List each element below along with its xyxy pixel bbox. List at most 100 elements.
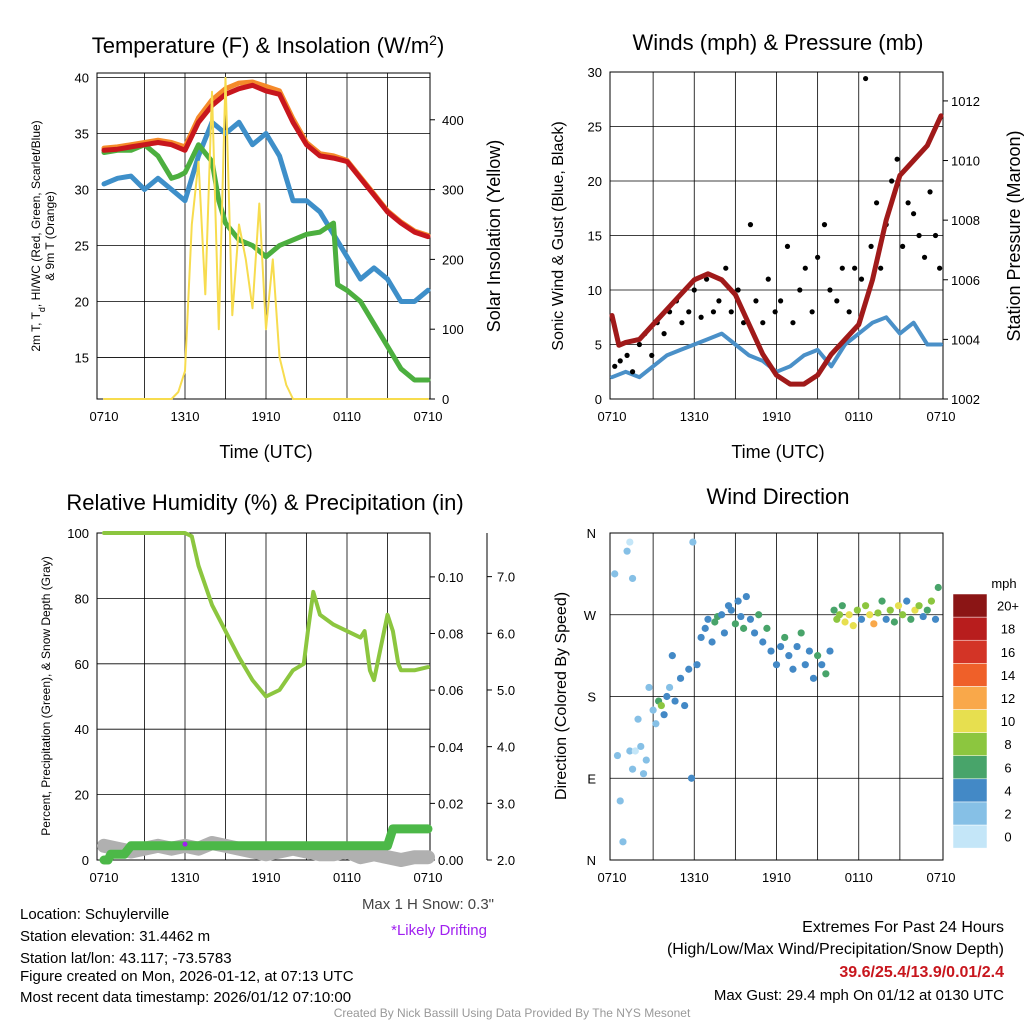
y-tick-label: 60 (75, 657, 89, 672)
y-tick-label: 15 (588, 229, 602, 244)
x-tick-label: 1310 (171, 870, 200, 885)
wind-direction-point (639, 770, 648, 778)
credit-text: Created By Nick Bassill Using Data Provi… (333, 1006, 691, 1020)
colorbar-tick-label: 12 (1001, 691, 1015, 706)
wind-direction-point (894, 602, 903, 610)
y-tick-label: 10 (588, 283, 602, 298)
chart-title: Relative Humidity (%) & Precipitation (i… (66, 490, 463, 515)
gust-point (873, 200, 880, 206)
wind-direction-point (797, 629, 805, 637)
series-td-green- (101, 142, 431, 383)
wind-direction-point (740, 624, 748, 632)
x-tick-label: 0710 (90, 870, 119, 885)
colorbar-swatch (952, 686, 988, 710)
gust-point (815, 254, 821, 260)
y2-tick-label: 1004 (951, 332, 980, 347)
x-tick-label: 0710 (598, 409, 627, 424)
y-tick-label: 30 (588, 65, 602, 80)
wind-direction-point (903, 597, 911, 605)
likely-drifting-text: *Likely Drifting (391, 922, 487, 939)
y3-tick-label: 2.0 (497, 853, 515, 868)
title-end: ) (437, 33, 444, 58)
wind-direction-point (899, 611, 907, 619)
x-tick-label: 0710 (414, 409, 443, 424)
gust-point (778, 298, 784, 304)
wind-direction-point (874, 609, 882, 617)
wind-direction-point (805, 647, 814, 655)
series-wc-blue- (101, 119, 431, 304)
y-label-subscript: d (37, 307, 47, 312)
y3-tick-label: 7.0 (497, 570, 515, 585)
y3-tick-label: 6.0 (497, 626, 515, 641)
wind-direction-point (931, 615, 940, 623)
wind-direction-point (660, 711, 668, 719)
colorbar-swatch (952, 593, 988, 618)
elevation-text: Station elevation: 31.4462 m (20, 928, 211, 945)
max-snow-text: Max 1 H Snow: 0.3" (361, 896, 494, 913)
wind-direction-point (652, 720, 660, 728)
wind-direction-point (826, 647, 834, 655)
wind-direction-point (613, 751, 622, 760)
gust-point (698, 314, 704, 320)
wind-direction-point (663, 692, 671, 701)
wind-direction-point (642, 756, 650, 764)
wind-direction-point (697, 633, 705, 642)
y2-tick-label: 100 (442, 322, 464, 337)
x-tick-label: 1910 (762, 870, 791, 885)
wind-direction-point (742, 592, 750, 601)
y-axis-label-line2: & 9m T (Orange) (43, 191, 57, 281)
x-tick-label: 0710 (414, 870, 443, 885)
y2-tick-label: 1012 (951, 94, 980, 109)
y-tick-label: E (587, 771, 596, 786)
series-solar-insolation-yellow- (103, 76, 429, 400)
wind-direction-point (628, 765, 637, 773)
y3-tick-label: 4.0 (497, 740, 515, 755)
x-tick-label: 0710 (927, 409, 956, 424)
wind-direction-point (746, 615, 755, 623)
wind-direction-point (781, 633, 789, 642)
gust-point (916, 232, 922, 239)
wind-direction-point (915, 602, 923, 610)
plot-frame-1 (96, 72, 431, 400)
gust-point (790, 320, 796, 326)
y-tick-label: N (587, 526, 596, 541)
wind-direction-point (849, 622, 857, 630)
y-tick-label: W (584, 608, 597, 623)
gust-point (827, 287, 833, 293)
gust-point (863, 75, 869, 82)
colorbar-tick-label: 0 (1004, 830, 1011, 845)
y-axis-label: Direction (Colored By Speed) (553, 592, 570, 800)
wind-direction-point (649, 706, 657, 714)
wind-direction-point (637, 742, 645, 751)
wind-direction-point (634, 715, 642, 723)
wind-direction-point (727, 606, 735, 614)
gust-point (728, 309, 734, 315)
series-2m-t-red- (101, 82, 431, 240)
gust-point (661, 331, 667, 337)
y2-tick-label: 300 (442, 183, 464, 198)
gust-point (679, 320, 685, 326)
y-tick-label: 100 (67, 526, 89, 541)
x-tick-label: 1310 (171, 409, 200, 424)
y-tick-label: 20 (75, 788, 89, 803)
y2-tick-label: 0.10 (438, 570, 463, 585)
wind-direction-point (701, 624, 709, 632)
wind-direction-point (711, 618, 719, 626)
wind-direction-point (734, 597, 742, 605)
gust-point (802, 265, 808, 271)
wind-direction-point (886, 606, 894, 614)
y-tick-label: 5 (595, 338, 602, 353)
created-text: Figure created on Mon, 2026-01-12, at 07… (20, 968, 354, 985)
wind-direction-point (801, 661, 809, 669)
y-tick-label: 25 (588, 120, 602, 135)
colorbar-tick-label: 10 (1001, 714, 1015, 729)
y2-tick-label: 0 (442, 392, 449, 407)
gust-point (760, 320, 766, 326)
gust-point (889, 178, 895, 184)
colorbar-swatch (952, 801, 988, 826)
wind-direction-point (878, 597, 886, 605)
wind-direction-point (668, 652, 676, 660)
colorbar-swatch (952, 755, 988, 780)
gust-point (753, 298, 759, 304)
colorbar-swatch (952, 778, 988, 803)
